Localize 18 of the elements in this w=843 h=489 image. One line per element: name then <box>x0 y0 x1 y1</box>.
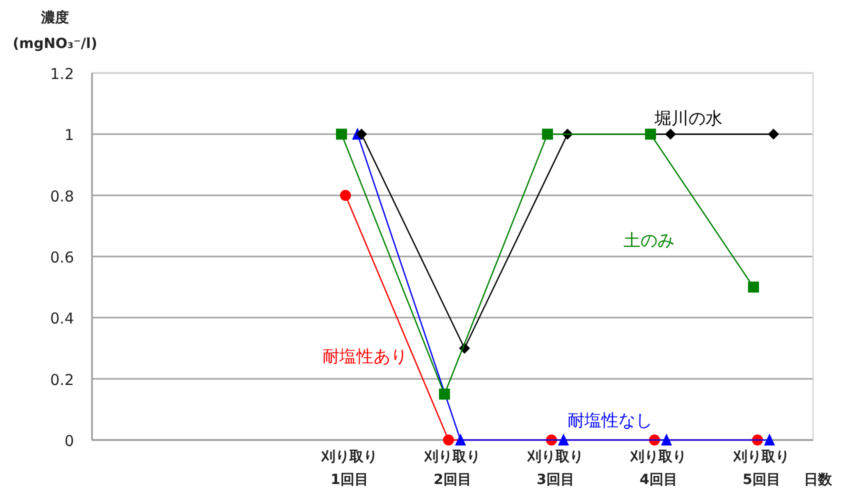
x-axis-title: 日数 <box>804 472 833 488</box>
x-tick-label: 刈り取り 2回目 <box>424 449 480 488</box>
y-axis-title: 濃度 (mgNO₃⁻/l) <box>12 9 98 52</box>
y-tick-label: 0.6 <box>50 248 74 266</box>
x-tick-label: 刈り取り 3回目 <box>526 449 584 488</box>
x-tick-label: 刈り取り 4回目 <box>630 449 686 488</box>
y-tick-label: 1.2 <box>50 65 74 83</box>
series-label: 耐塩性あり <box>322 347 408 367</box>
y-tick-label: 0 <box>64 432 74 450</box>
y-tick-label: 1 <box>64 126 74 144</box>
series-label: 耐塩性なし <box>568 411 652 431</box>
y-tick-label: 0.8 <box>50 187 74 206</box>
y-tick-label: 0.2 <box>50 370 74 389</box>
text: 土のみ <box>624 231 674 252</box>
x-tick-label: 刈り取り 5回目 <box>732 449 790 488</box>
y-tick-label: 0.4 <box>50 310 74 328</box>
x-tick-label: 刈り取り 1回目 <box>320 449 378 488</box>
series-label: 堀川の水 <box>654 109 722 130</box>
